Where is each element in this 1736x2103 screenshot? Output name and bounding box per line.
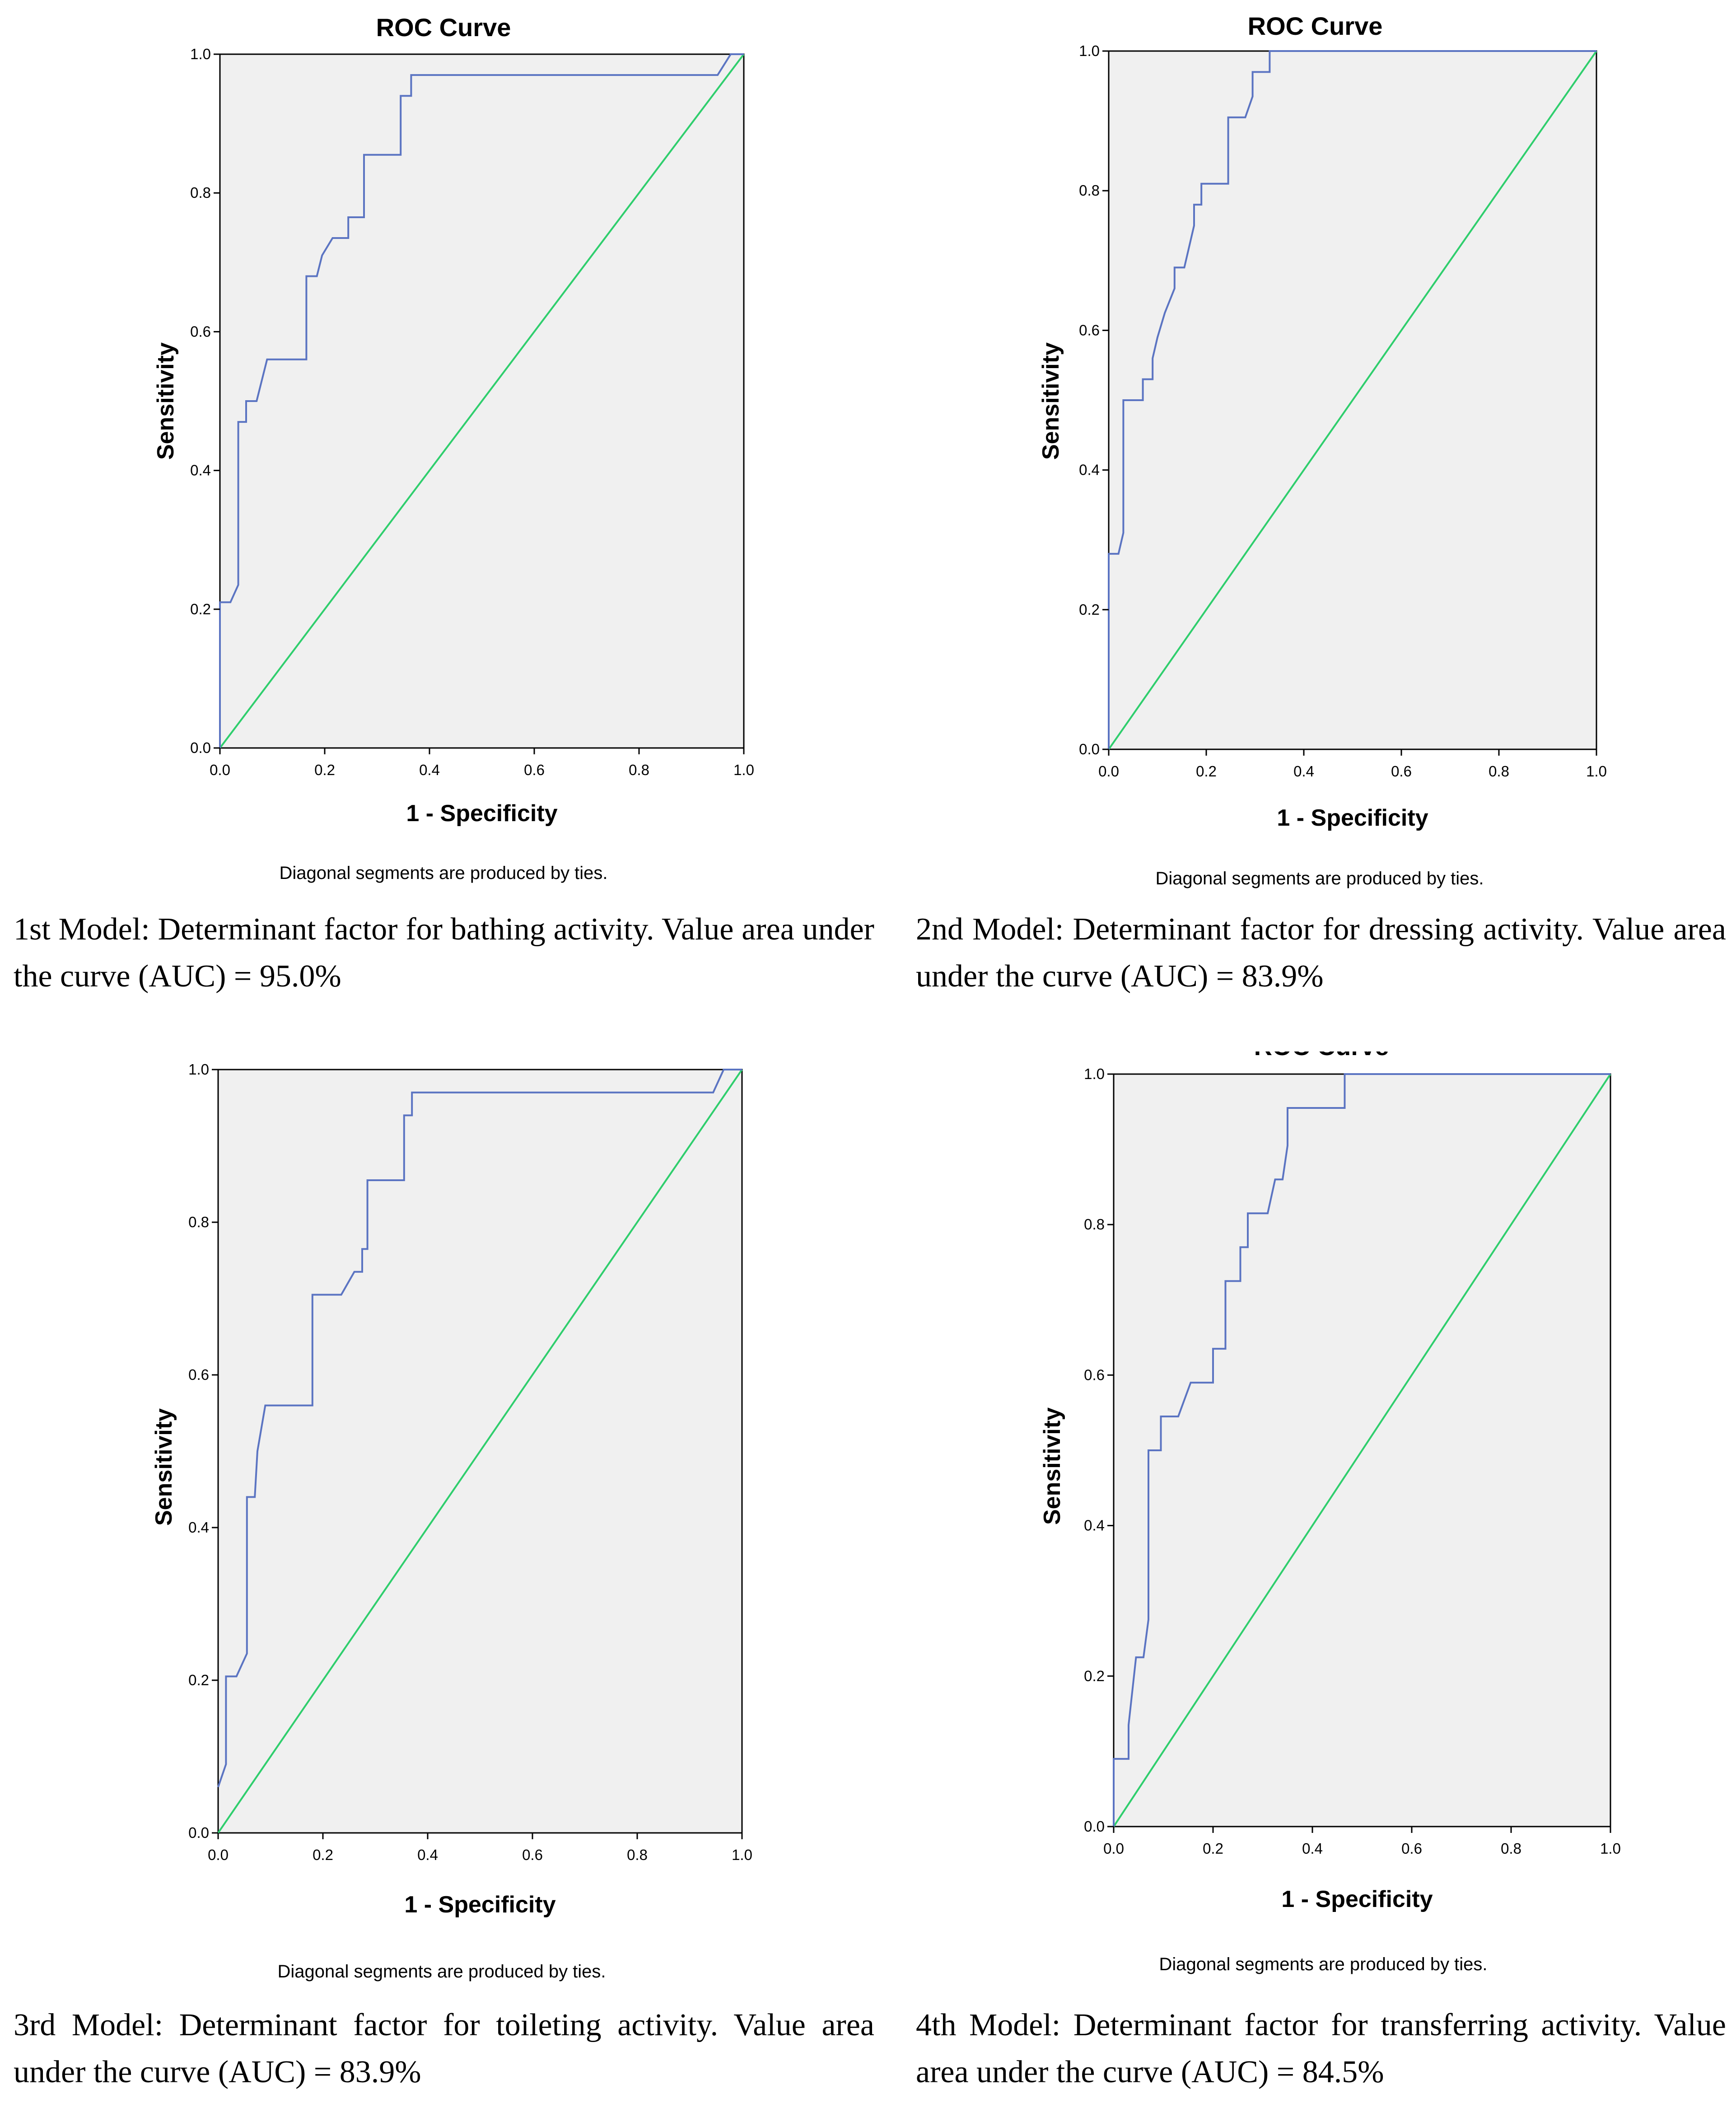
- x-tick-label: 1.0: [1600, 1840, 1621, 1857]
- x-tick-label: 0.4: [1302, 1840, 1323, 1857]
- x-tick-label: 0.0: [1098, 763, 1119, 780]
- roc-curve-line: [1113, 1073, 1610, 1827]
- y-axis-label: Sensitivity: [1038, 342, 1064, 460]
- y-axis-label: Sensitivity: [1039, 1407, 1065, 1525]
- y-tick-label: 0.2: [1084, 1668, 1105, 1684]
- x-tick-label: 0.0: [1103, 1840, 1124, 1857]
- x-axis-label: 1 - Specificity: [406, 800, 557, 827]
- roc-curve-line: [1108, 50, 1596, 749]
- x-tick-label: 0.4: [1293, 763, 1314, 780]
- reference-diagonal-line: [1113, 1073, 1611, 1827]
- caption-text: 2nd Model: Determinant factor for dressi…: [916, 912, 1726, 994]
- y-tick-label: 0.0: [1079, 741, 1100, 757]
- y-tick-label: 0.8: [188, 1214, 209, 1230]
- y-axis-label: Sensitivity: [153, 342, 179, 460]
- x-tick-label: 0.8: [1501, 1840, 1521, 1857]
- chart-title: ROC Curve: [1248, 12, 1383, 40]
- caption-text: 3rd Model: Determinant factor for toilet…: [14, 2008, 874, 2089]
- roc-curve-line: [217, 1069, 742, 1788]
- x-axis-label: 1 - Specificity: [1277, 805, 1428, 831]
- caption-text: 1st Model: Determinant factor for bathin…: [14, 912, 874, 994]
- x-tick-label: 1.0: [732, 1846, 752, 1863]
- x-tick-label: 0.6: [1391, 763, 1412, 780]
- caption-model-2: 2nd Model: Determinant factor for dressi…: [916, 906, 1726, 1000]
- reference-diagonal-line: [217, 1069, 743, 1834]
- y-tick-label: 0.4: [1079, 462, 1100, 478]
- roc-panel-4: ROC Curve 0.0 0.0 0.2 0.2 0.4 0.4 0.6 0.6 0.8 0.8…: [868, 1052, 1736, 2103]
- roc-chart-2: ROC Curve 0.0 0.0 0.2 0.2 0.4 0.4 0.6 0.6 0.8 0.8…: [1038, 12, 1607, 888]
- caption-model-3: 3rd Model: Determinant factor for toilet…: [14, 2002, 874, 2096]
- ties-footnote: Diagonal segments are produced by ties.: [1155, 869, 1484, 888]
- x-tick-label: 0.8: [627, 1846, 648, 1863]
- y-axis-label: Sensitivity: [151, 1408, 177, 1526]
- y-tick-label: 1.0: [1084, 1066, 1105, 1082]
- y-tick-label: 1.0: [1079, 42, 1100, 59]
- x-tick-label: 1.0: [1586, 763, 1607, 780]
- x-tick-label: 0.2: [1203, 1840, 1223, 1857]
- x-tick-label: 0.4: [419, 762, 440, 778]
- y-tick-label: 0.2: [190, 601, 211, 617]
- roc-chart-4: ROC Curve 0.0 0.0 0.2 0.2 0.4 0.4 0.6 0.6 0.8 0.8…: [1039, 1052, 1621, 1974]
- caption-text: 4th Model: Determinant factor for transf…: [916, 2008, 1726, 2089]
- y-tick-label: 0.4: [1084, 1517, 1105, 1534]
- roc-panel-2: ROC Curve 0.0 0.0 0.2 0.2 0.4 0.4 0.6 0.6 0.8 0.8…: [868, 0, 1736, 1052]
- x-tick-label: 0.6: [524, 762, 545, 778]
- x-tick-label: 0.6: [1401, 1840, 1422, 1857]
- y-tick-label: 0.8: [190, 184, 211, 201]
- y-tick-label: 1.0: [190, 46, 211, 62]
- x-tick-label: 0.8: [1489, 763, 1509, 780]
- x-tick-label: 0.4: [417, 1846, 438, 1863]
- chart-title: ROC Curve: [1254, 1052, 1389, 1061]
- y-tick-label: 0.0: [1084, 1818, 1105, 1835]
- x-tick-label: 0.6: [522, 1846, 543, 1863]
- roc-panel-3: ROC Curve 0.0 0.0 0.2 0.2 0.4 0.4 0.6 0.6 0.8 0.8…: [0, 1052, 874, 2103]
- y-tick-label: 0.2: [188, 1672, 209, 1688]
- ties-footnote: Diagonal segments are produced by ties.: [279, 863, 607, 883]
- x-axis-label: 1 - Specificity: [404, 1892, 555, 1918]
- y-tick-label: 0.6: [190, 323, 211, 340]
- caption-model-4: 4th Model: Determinant factor for transf…: [916, 2002, 1726, 2096]
- chart-title: ROC Curve: [376, 13, 511, 42]
- caption-model-1: 1st Model: Determinant factor for bathin…: [14, 906, 874, 1000]
- roc-panel-1: ROC Curve 0.0 0.0 0.2 0.2 0.4 0.4 0.6 0.6 0.8 0.8…: [0, 0, 874, 1052]
- y-tick-label: 0.8: [1084, 1216, 1105, 1233]
- x-axis-label: 1 - Specificity: [1281, 1886, 1433, 1912]
- roc-curve-line: [219, 53, 744, 748]
- y-tick-label: 0.4: [188, 1519, 209, 1536]
- roc-chart-3: ROC Curve 0.0 0.0 0.2 0.2 0.4 0.4 0.6 0.6 0.8 0.8…: [151, 1052, 752, 1981]
- chart-title: ROC Curve: [375, 1052, 510, 1055]
- x-tick-label: 0.2: [313, 1846, 333, 1863]
- y-tick-label: 0.0: [188, 1824, 209, 1841]
- y-tick-label: 0.6: [188, 1366, 209, 1383]
- x-tick-label: 0.2: [1196, 763, 1217, 780]
- y-tick-label: 0.4: [190, 462, 211, 479]
- y-tick-label: 0.6: [1079, 322, 1100, 338]
- roc-chart-1: ROC Curve 0.0 0.0 0.2 0.2 0.4 0.4 0.6 0.6 0.8 0.8…: [153, 13, 754, 883]
- ties-footnote: Diagonal segments are produced by ties.: [277, 1962, 606, 1981]
- x-tick-label: 1.0: [733, 762, 754, 778]
- y-tick-label: 0.2: [1079, 601, 1100, 618]
- y-tick-label: 1.0: [188, 1061, 209, 1078]
- x-tick-label: 0.8: [629, 762, 649, 778]
- x-tick-label: 0.0: [208, 1846, 229, 1863]
- y-tick-label: 0.6: [1084, 1366, 1105, 1383]
- reference-diagonal-line: [1108, 50, 1597, 750]
- x-tick-label: 0.2: [314, 762, 335, 778]
- reference-diagonal-line: [219, 53, 745, 749]
- y-tick-label: 0.8: [1079, 182, 1100, 199]
- ties-footnote: Diagonal segments are produced by ties.: [1159, 1954, 1487, 1974]
- x-tick-label: 0.0: [210, 762, 230, 778]
- y-tick-label: 0.0: [190, 739, 211, 756]
